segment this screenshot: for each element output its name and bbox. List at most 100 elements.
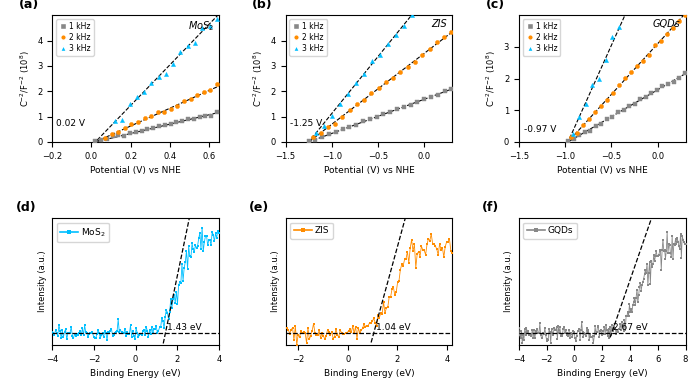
Point (391, 106, 402, 113)
Point (583, 116, 594, 122)
Point (655, 38, 666, 44)
Point (119, 133, 130, 139)
Point (613, 82, 624, 88)
Point (590, 123, 601, 129)
Point (612, 109, 624, 115)
Point (159, 122, 171, 128)
Point (667, 25, 678, 31)
Point (310, 137, 321, 143)
Point (160, 71, 171, 77)
Point (618, 107, 629, 113)
Point (432, 39, 443, 45)
Point (439, 88, 450, 94)
Point (132, 119, 143, 125)
Point (119, 125, 130, 131)
Point (310, 130, 322, 136)
Point (182, 43, 193, 49)
Point (619, 75, 631, 81)
Point (178, 98, 189, 104)
Point (166, 106, 177, 112)
Point (398, 104, 409, 110)
Point (364, 116, 375, 122)
Point (661, 31, 672, 37)
Point (303, 138, 315, 144)
Point (425, 94, 436, 100)
Point (130, 129, 141, 135)
Point (308, 135, 319, 141)
Point (390, 32, 401, 38)
Point (371, 114, 382, 120)
Point (382, 41, 393, 47)
Point (117, 117, 128, 123)
Point (589, 109, 600, 115)
Point (132, 94, 143, 100)
Point (125, 130, 136, 136)
Point (378, 111, 389, 117)
Point (329, 121, 340, 127)
Point (406, 12, 417, 18)
Point (351, 101, 363, 107)
Point (142, 126, 153, 132)
Point (580, 102, 592, 108)
Point (197, 25, 208, 31)
Point (424, 46, 435, 52)
Legend: 1 kHz, 2 kHz, 3 kHz: 1 kHz, 2 kHz, 3 kHz (290, 19, 327, 56)
Point (102, 135, 113, 141)
Point (637, 58, 648, 64)
Text: MoS$_2$: MoS$_2$ (188, 19, 214, 33)
Text: (a): (a) (19, 0, 39, 11)
Point (418, 96, 429, 102)
Point (567, 130, 578, 136)
Point (322, 124, 333, 130)
Text: (b): (b) (252, 0, 273, 11)
Point (107, 133, 118, 139)
Point (189, 40, 200, 46)
Point (95, 137, 106, 143)
Point (663, 81, 674, 87)
Text: ZIS: ZIS (432, 19, 448, 29)
Point (344, 107, 355, 113)
Point (405, 102, 416, 108)
Text: GQDs: GQDs (653, 19, 681, 29)
Legend: MoS$_2$: MoS$_2$ (56, 222, 109, 242)
Point (373, 85, 384, 91)
Text: 2.67 eV: 2.67 eV (612, 324, 647, 332)
Point (136, 128, 148, 134)
Point (601, 97, 612, 103)
Text: -1.25 V: -1.25 V (290, 119, 322, 128)
Point (205, 87, 216, 93)
Y-axis label: Intensity (a.u.): Intensity (a.u.) (38, 251, 47, 312)
X-axis label: Potential (V) vs NHE: Potential (V) vs NHE (90, 166, 181, 175)
Point (635, 96, 646, 102)
Point (350, 80, 361, 86)
Point (629, 101, 640, 107)
Point (571, 130, 583, 136)
Point (358, 118, 369, 124)
Point (324, 131, 335, 137)
Point (113, 132, 124, 138)
Point (342, 91, 354, 97)
Point (381, 79, 392, 85)
Point (438, 34, 450, 40)
Point (613, 25, 624, 31)
X-axis label: Binding Energy (eV): Binding Energy (eV) (90, 369, 181, 378)
Point (607, 34, 618, 40)
Point (657, 83, 668, 89)
Y-axis label: C$^{-2}$/F$^{-2}$ (10$^8$): C$^{-2}$/F$^{-2}$ (10$^8$) (18, 50, 31, 107)
Point (153, 74, 164, 80)
Point (625, 69, 636, 75)
Text: 1.43 eV: 1.43 eV (167, 324, 202, 332)
Point (643, 52, 654, 58)
Point (148, 125, 159, 131)
X-axis label: Binding Energy (eV): Binding Energy (eV) (324, 369, 414, 378)
Point (319, 123, 330, 129)
Point (152, 109, 164, 115)
Point (679, 12, 690, 18)
Point (607, 89, 618, 96)
Point (374, 52, 386, 58)
Point (574, 132, 585, 138)
Point (398, 23, 409, 29)
Point (674, 75, 685, 81)
Point (205, 113, 216, 119)
Point (385, 108, 396, 114)
